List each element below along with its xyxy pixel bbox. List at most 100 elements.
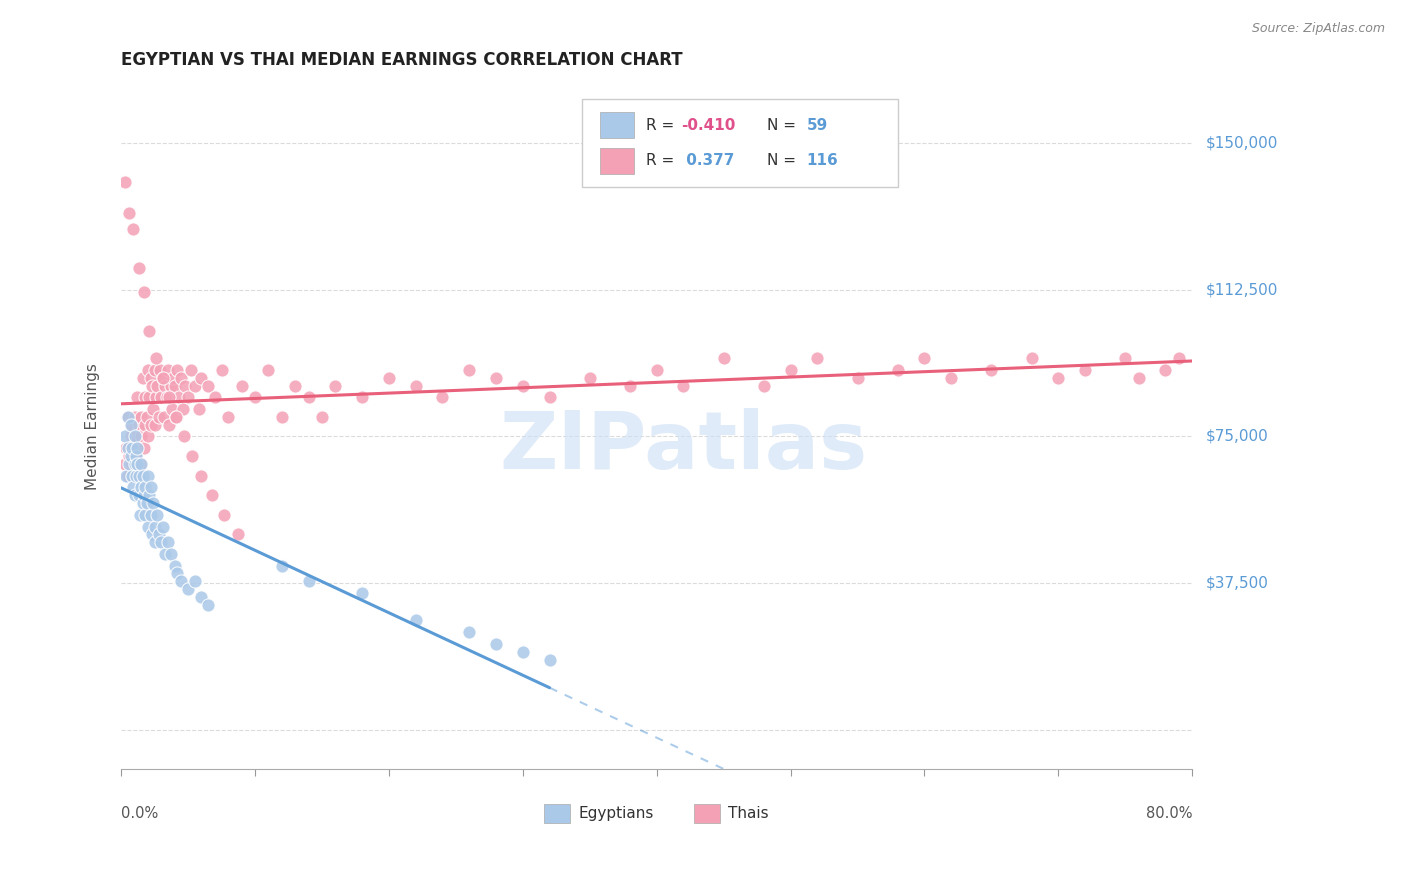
Point bbox=[846, 370, 869, 384]
Point bbox=[142, 402, 165, 417]
Point bbox=[257, 363, 280, 377]
Point bbox=[139, 508, 162, 522]
Point bbox=[121, 417, 143, 432]
Point bbox=[117, 409, 139, 424]
Point bbox=[1074, 363, 1097, 377]
Point bbox=[139, 417, 162, 432]
Point bbox=[156, 363, 179, 377]
Point bbox=[134, 417, 156, 432]
Point bbox=[173, 429, 195, 443]
Point bbox=[127, 457, 149, 471]
Point bbox=[177, 390, 200, 404]
Text: EGYPTIAN VS THAI MEDIAN EARNINGS CORRELATION CHART: EGYPTIAN VS THAI MEDIAN EARNINGS CORRELA… bbox=[121, 51, 683, 69]
Point bbox=[115, 468, 138, 483]
Point bbox=[157, 390, 180, 404]
Point bbox=[121, 468, 143, 483]
Point bbox=[1154, 363, 1177, 377]
Point bbox=[432, 390, 454, 404]
Point bbox=[160, 402, 183, 417]
Point bbox=[578, 370, 600, 384]
Point bbox=[1128, 370, 1150, 384]
Point bbox=[156, 390, 179, 404]
Point bbox=[886, 363, 908, 377]
Point bbox=[136, 363, 159, 377]
Point bbox=[120, 449, 142, 463]
Point bbox=[153, 409, 176, 424]
Point bbox=[166, 566, 188, 581]
Point bbox=[150, 535, 173, 549]
Point bbox=[139, 370, 162, 384]
Point bbox=[980, 363, 1002, 377]
Point bbox=[152, 519, 174, 533]
Text: R =: R = bbox=[645, 118, 679, 133]
Point bbox=[152, 370, 174, 384]
Point bbox=[131, 370, 153, 384]
Point bbox=[211, 363, 233, 377]
Point bbox=[405, 378, 427, 392]
Point bbox=[914, 351, 936, 366]
Point bbox=[138, 488, 160, 502]
Point bbox=[167, 390, 190, 404]
Point bbox=[129, 480, 152, 494]
Text: Egyptians: Egyptians bbox=[578, 806, 654, 822]
Point bbox=[181, 449, 204, 463]
Point bbox=[174, 378, 197, 392]
Point bbox=[127, 390, 149, 404]
Point bbox=[145, 351, 167, 366]
Point bbox=[184, 574, 207, 589]
Point bbox=[217, 409, 239, 424]
Point bbox=[114, 175, 136, 189]
Point bbox=[512, 645, 534, 659]
Point bbox=[165, 409, 187, 424]
Point bbox=[713, 351, 735, 366]
Point bbox=[146, 378, 169, 392]
Point bbox=[135, 409, 157, 424]
Point bbox=[117, 409, 139, 424]
Point bbox=[297, 574, 319, 589]
Point bbox=[128, 488, 150, 502]
Point bbox=[143, 535, 166, 549]
Point bbox=[197, 598, 219, 612]
Point bbox=[201, 488, 224, 502]
Text: $150,000: $150,000 bbox=[1206, 136, 1278, 151]
FancyBboxPatch shape bbox=[600, 148, 634, 174]
Text: 80.0%: 80.0% bbox=[1146, 806, 1192, 822]
Point bbox=[405, 614, 427, 628]
Point bbox=[1047, 370, 1070, 384]
Point bbox=[125, 449, 148, 463]
Point bbox=[124, 488, 146, 502]
Point bbox=[135, 496, 157, 510]
Point bbox=[352, 390, 374, 404]
Point bbox=[538, 652, 561, 666]
Point bbox=[129, 429, 152, 443]
Point bbox=[136, 519, 159, 533]
Point bbox=[141, 378, 163, 392]
Point bbox=[124, 457, 146, 471]
FancyBboxPatch shape bbox=[695, 805, 720, 823]
Point bbox=[128, 457, 150, 471]
Point bbox=[114, 457, 136, 471]
Point bbox=[134, 508, 156, 522]
Text: N =: N = bbox=[768, 118, 801, 133]
Point bbox=[117, 441, 139, 455]
Point bbox=[121, 468, 143, 483]
Point bbox=[226, 527, 249, 541]
Point bbox=[145, 390, 167, 404]
Point bbox=[163, 558, 186, 573]
Text: 0.0%: 0.0% bbox=[121, 806, 159, 822]
Point bbox=[125, 429, 148, 443]
Point bbox=[129, 409, 152, 424]
Text: 116: 116 bbox=[807, 153, 838, 169]
Point bbox=[132, 285, 155, 299]
Point bbox=[645, 363, 668, 377]
Point bbox=[159, 547, 181, 561]
Point bbox=[162, 370, 184, 384]
Point bbox=[124, 429, 146, 443]
Point bbox=[148, 409, 170, 424]
Point bbox=[311, 409, 333, 424]
Point bbox=[172, 402, 194, 417]
Text: ZIPatlas: ZIPatlas bbox=[499, 409, 868, 486]
Point bbox=[156, 535, 179, 549]
Point bbox=[118, 457, 141, 471]
Point bbox=[122, 222, 145, 236]
